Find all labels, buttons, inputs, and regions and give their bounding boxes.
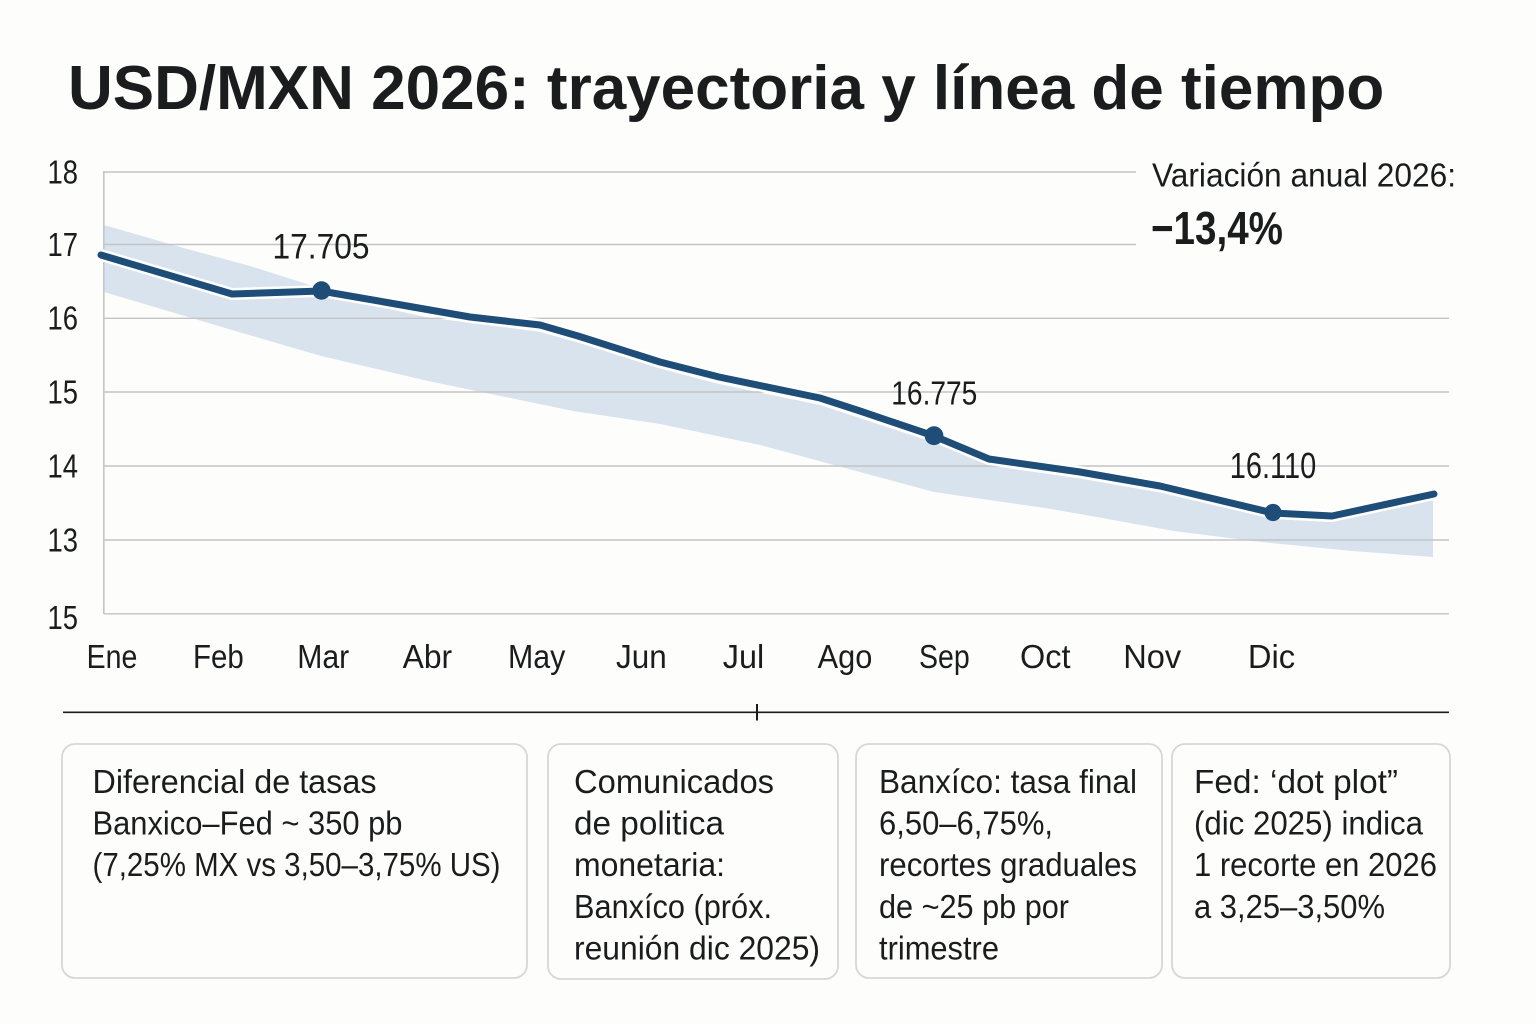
svg-text:trimestre: trimestre: [879, 931, 999, 968]
svg-text:Abr: Abr: [403, 639, 453, 676]
svg-text:13: 13: [48, 521, 79, 558]
svg-text:Comunicados: Comunicados: [574, 764, 774, 801]
svg-text:Nov: Nov: [1123, 639, 1181, 676]
svg-text:Dic: Dic: [1248, 639, 1295, 676]
svg-text:Fed: ‘dot plot”: Fed: ‘dot plot”: [1194, 764, 1398, 801]
svg-text:Ago: Ago: [818, 639, 873, 676]
svg-text:(7,25% MX vs 3,50–3,75% US): (7,25% MX vs 3,50–3,75% US): [93, 847, 501, 884]
svg-text:16: 16: [48, 300, 79, 337]
svg-text:May: May: [508, 639, 566, 676]
svg-text:Jul: Jul: [723, 639, 764, 676]
svg-text:1 recorte en 2026: 1 recorte en 2026: [1194, 847, 1437, 884]
svg-text:17: 17: [48, 226, 79, 263]
svg-text:16.110: 16.110: [1230, 445, 1317, 486]
svg-text:de ~25 pb por: de ~25 pb por: [879, 889, 1069, 926]
svg-text:de politica: de politica: [574, 806, 724, 843]
svg-text:17.705: 17.705: [273, 227, 370, 267]
svg-text:6,50–6,75%,: 6,50–6,75%,: [879, 806, 1053, 843]
svg-text:Oct: Oct: [1020, 639, 1071, 676]
svg-text:Jun: Jun: [616, 639, 667, 676]
svg-text:Sep: Sep: [919, 639, 970, 676]
svg-text:14: 14: [48, 447, 79, 484]
svg-text:−13,4%: −13,4%: [1151, 202, 1283, 254]
svg-text:Ene: Ene: [87, 639, 138, 676]
svg-text:Feb: Feb: [193, 639, 244, 676]
svg-text:monetaria:: monetaria:: [574, 847, 725, 884]
svg-text:18: 18: [48, 153, 79, 190]
svg-text:Variación anual 2026:: Variación anual 2026:: [1152, 157, 1456, 194]
svg-text:(dic 2025) indica: (dic 2025) indica: [1194, 806, 1423, 843]
svg-text:15: 15: [48, 599, 79, 636]
svg-text:reunión dic 2025): reunión dic 2025): [574, 931, 820, 968]
svg-text:Banxico–Fed ~ 350 pb: Banxico–Fed ~ 350 pb: [93, 806, 403, 843]
svg-text:USD/MXN 2026: trayectoria y lí: USD/MXN 2026: trayectoria y línea de tie…: [68, 54, 1384, 123]
svg-text:recortes graduales: recortes graduales: [879, 847, 1137, 884]
svg-text:Diferencial de tasas: Diferencial de tasas: [93, 764, 377, 801]
svg-text:Mar: Mar: [297, 639, 349, 676]
svg-text:15: 15: [48, 373, 79, 410]
svg-text:Banxíco (próx.: Banxíco (próx.: [574, 889, 772, 926]
svg-text:16.775: 16.775: [891, 375, 977, 412]
svg-text:Banxíco: tasa final: Banxíco: tasa final: [879, 764, 1137, 801]
svg-text:a 3,25–3,50%: a 3,25–3,50%: [1194, 889, 1385, 926]
